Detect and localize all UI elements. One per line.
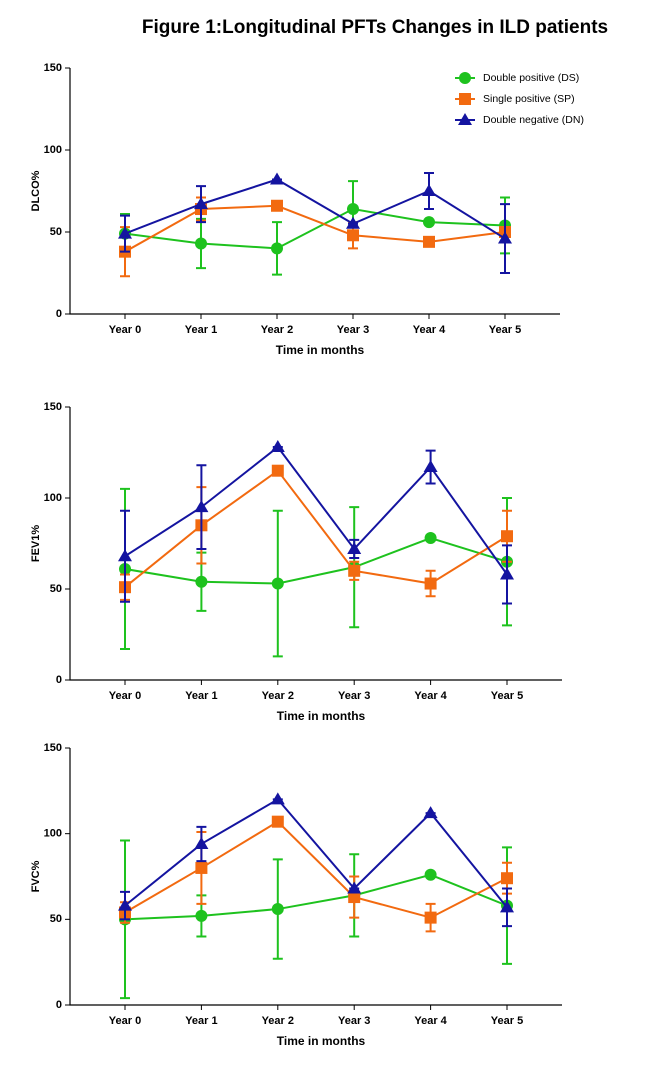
marker	[270, 440, 285, 453]
series-line	[124, 469, 508, 588]
series-line	[124, 873, 508, 921]
series-line	[124, 178, 506, 240]
marker	[347, 229, 359, 242]
marker	[271, 242, 283, 255]
series-line	[124, 536, 508, 585]
marker	[347, 881, 362, 894]
marker	[424, 868, 437, 881]
y-tick-label: 150	[44, 62, 62, 74]
series-line	[124, 820, 508, 919]
marker	[459, 93, 471, 105]
y-tick-label: 0	[56, 999, 62, 1011]
series-line	[124, 798, 508, 908]
series-line	[124, 207, 506, 250]
x-tick-label: Year 0	[109, 324, 141, 336]
marker	[347, 203, 359, 216]
marker	[195, 861, 208, 874]
y-tick-label: 0	[56, 308, 62, 320]
marker	[118, 226, 132, 239]
y-tick-label: 100	[44, 144, 62, 156]
marker	[271, 577, 284, 590]
marker	[424, 911, 437, 924]
marker	[500, 900, 514, 913]
marker	[271, 903, 284, 916]
x-tick-label: Year 0	[109, 690, 141, 702]
marker	[501, 530, 513, 543]
marker	[118, 898, 132, 911]
x-axis-label: Time in months	[276, 343, 365, 357]
x-tick-label: Year 5	[491, 1015, 523, 1027]
y-tick-label: 50	[50, 226, 62, 238]
y-axis-label: FVC%	[30, 860, 42, 892]
y-tick-label: 0	[56, 674, 62, 686]
marker	[423, 460, 438, 473]
marker	[423, 806, 438, 819]
marker	[270, 792, 285, 805]
marker	[194, 836, 209, 849]
y-tick-label: 50	[50, 583, 62, 595]
marker	[459, 72, 471, 84]
marker	[271, 815, 284, 828]
x-tick-label: Year 1	[185, 690, 217, 702]
y-tick-label: 150	[44, 401, 62, 413]
marker	[346, 216, 360, 229]
axis	[69, 748, 562, 1006]
x-tick-label: Year 4	[413, 324, 446, 336]
marker	[271, 464, 284, 477]
marker	[194, 500, 209, 513]
x-axis-label: Time in months	[277, 709, 366, 723]
marker	[423, 216, 435, 229]
x-axis-label: Time in months	[277, 1034, 366, 1048]
marker	[270, 172, 284, 185]
marker	[195, 575, 208, 588]
marker	[423, 235, 435, 248]
y-axis-label: DLCO%	[30, 170, 42, 211]
marker	[195, 909, 208, 922]
series-line	[124, 204, 506, 253]
marker	[500, 567, 514, 580]
x-tick-label: Year 2	[262, 690, 294, 702]
x-tick-label: Year 2	[262, 1015, 294, 1027]
x-tick-label: Year 4	[414, 690, 447, 702]
marker	[498, 231, 512, 244]
y-tick-label: 150	[44, 742, 62, 754]
marker	[348, 891, 361, 904]
figure-title: Figure 1:Longitudinal PFTs Changes in IL…	[142, 17, 608, 38]
y-tick-label: 50	[50, 913, 62, 925]
marker	[424, 532, 437, 545]
legend-label: Double positive (DS)	[483, 72, 579, 84]
y-axis-label: FEV1%	[30, 525, 42, 563]
marker	[422, 184, 436, 196]
legend-label: Double negative (DN)	[483, 114, 584, 126]
legend-label: Single positive (SP)	[483, 93, 575, 105]
marker	[501, 872, 513, 885]
x-tick-label: Year 3	[338, 1015, 370, 1027]
marker	[118, 549, 132, 562]
y-tick-label: 100	[44, 828, 62, 840]
marker	[194, 197, 208, 210]
y-tick-label: 100	[44, 492, 62, 504]
x-tick-label: Year 1	[185, 324, 217, 336]
marker	[424, 577, 437, 590]
marker	[271, 199, 283, 212]
x-tick-label: Year 3	[337, 324, 369, 336]
axis	[69, 68, 560, 315]
x-tick-label: Year 2	[261, 324, 293, 336]
marker	[348, 564, 361, 577]
x-tick-label: Year 4	[414, 1015, 447, 1027]
x-tick-label: Year 1	[185, 1015, 217, 1027]
series-line	[124, 445, 508, 576]
marker	[458, 113, 472, 125]
x-tick-label: Year 0	[109, 1015, 141, 1027]
x-tick-label: Year 5	[491, 690, 523, 702]
x-tick-label: Year 5	[489, 324, 521, 336]
marker	[195, 237, 207, 250]
marker	[347, 541, 362, 554]
x-tick-label: Year 3	[338, 690, 370, 702]
